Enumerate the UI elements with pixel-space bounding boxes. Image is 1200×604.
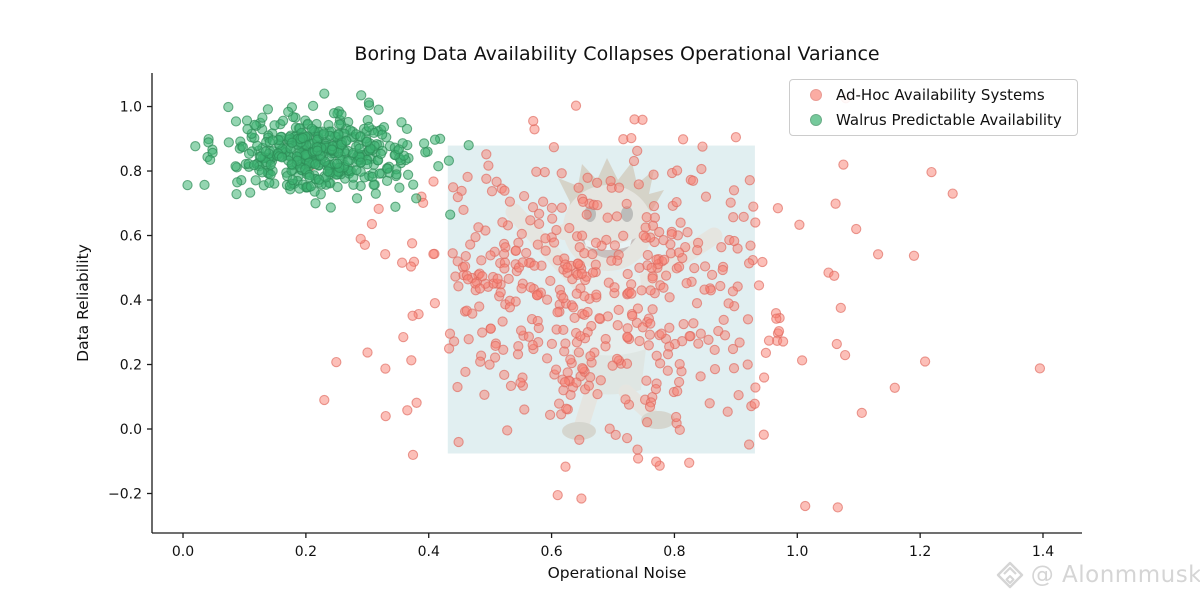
svg-text:0.0: 0.0 [120, 422, 142, 438]
diamond-logo-icon [996, 561, 1023, 589]
svg-text:0.4: 0.4 [418, 544, 440, 560]
svg-text:1.2: 1.2 [909, 544, 931, 560]
svg-text:1.0: 1.0 [120, 100, 142, 116]
svg-text:0.8: 0.8 [120, 164, 142, 180]
legend: Ad-Hoc Availability Systems Walrus Predi… [789, 79, 1078, 136]
legend-label-walrus: Walrus Predictable Availability [836, 111, 1062, 130]
legend-marker-adhoc-icon [810, 88, 822, 101]
svg-text:1.4: 1.4 [1032, 544, 1054, 560]
svg-text:0.8: 0.8 [663, 544, 685, 560]
svg-text:0.6: 0.6 [540, 544, 562, 560]
chart-title: Boring Data Availability Collapses Opera… [354, 43, 879, 65]
svg-text:−0.2: −0.2 [108, 486, 142, 502]
svg-text:0.2: 0.2 [120, 358, 142, 374]
y-axis-label: Data Reliability [74, 244, 92, 362]
brand-watermark-text: @ Alonmmusk [1030, 562, 1200, 588]
legend-item-walrus: Walrus Predictable Availability [802, 110, 1067, 132]
x-axis-label: Operational Noise [548, 564, 687, 582]
svg-text:1.0: 1.0 [786, 544, 808, 560]
svg-text:0.0: 0.0 [172, 544, 194, 560]
svg-text:0.4: 0.4 [120, 293, 142, 309]
legend-item-adhoc: Ad-Hoc Availability Systems [802, 84, 1067, 106]
legend-label-adhoc: Ad-Hoc Availability Systems [836, 85, 1045, 104]
legend-marker-walrus-icon [810, 114, 822, 127]
svg-text:0.6: 0.6 [120, 229, 142, 245]
scatter-points [182, 88, 1046, 513]
brand-watermark: @ Alonmmusk [995, 560, 1200, 590]
svg-text:0.2: 0.2 [295, 544, 317, 560]
axes: 0.0 0.2 0.4 0.6 0.8 1.0 1.2 1.4 1.0 0.8 0.6 0.4 0.2 0… [108, 73, 1082, 560]
